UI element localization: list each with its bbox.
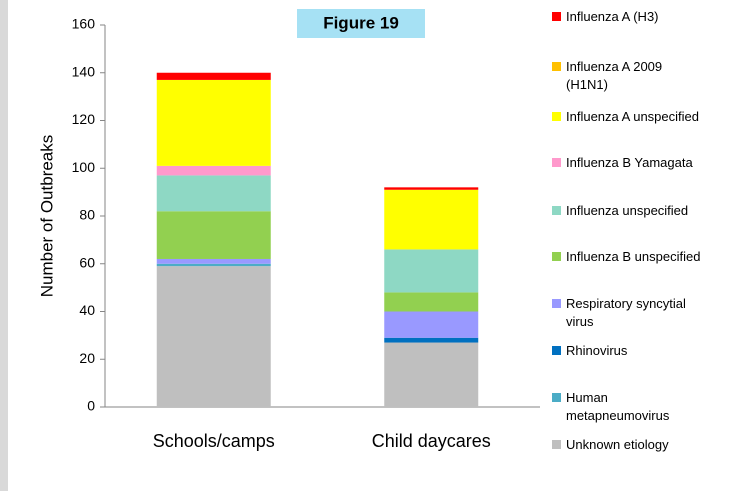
y-tick-label: 80 [79,207,95,223]
legend-swatch [552,62,561,71]
legend-swatch [552,440,561,449]
legend-entry: Influenza A 2009 (H1N1) [552,58,732,94]
legend-swatch [552,393,561,402]
legend-entry: Respiratory syncytial virus [552,295,732,331]
legend-label: Human metapneumovirus [566,390,670,423]
x-tick-label: Child daycares [372,431,491,451]
legend-label: Influenza A (H3) [566,9,659,24]
bar-segment [384,342,479,407]
legend-entry: Rhinovirus [552,342,732,360]
y-tick-label: 20 [79,350,95,366]
bar-segment [384,311,479,338]
legend-label: Influenza A unspecified [566,109,699,124]
legend-swatch [552,252,561,261]
y-tick-label: 160 [72,16,96,32]
bar-segment [156,79,271,166]
legend-entry: Influenza A (H3) [552,8,732,26]
legend-label: Influenza unspecified [566,203,689,218]
legend-label: Influenza B unspecified [566,249,701,264]
bar-segment [384,187,479,190]
legend-entry: Influenza unspecified [552,202,732,220]
bar-segment [384,189,479,250]
legend-label: Influenza A 2009 (H1N1) [566,59,663,92]
bar-segment [384,249,479,293]
legend-label: Influenza B Yamagata [566,155,693,170]
y-tick-label: 140 [72,63,96,79]
legend-entry: Influenza B unspecified [552,248,732,266]
legend-swatch [552,12,561,21]
x-tick-label: Schools/camps [153,431,275,451]
y-tick-label: 60 [79,254,95,270]
y-tick-label: 100 [72,159,96,175]
y-tick-label: 120 [72,111,96,127]
chart-title: Figure 19 [323,13,399,32]
y-tick-label: 40 [79,302,95,318]
legend-swatch [552,346,561,355]
y-axis-label: Number of Outbreaks [37,135,56,298]
bar-segment [156,263,271,267]
bar-segment [384,292,479,312]
bar-segment [384,337,479,343]
bar-segment [156,72,271,80]
legend-entry: Influenza B Yamagata [552,154,732,172]
title-box [297,9,425,38]
legend-entry: Influenza A unspecified [552,108,732,126]
bar-segment [156,175,271,212]
legend-swatch [552,206,561,215]
bar-segment [156,266,271,407]
legend-entry: Human metapneumovirus [552,389,732,425]
legend-label: Unknown etiology [566,437,669,452]
legend-entry: Unknown etiology [552,436,732,454]
y-tick-label: 0 [87,398,95,414]
side-strip [0,0,8,491]
bar-segment [156,165,271,176]
bar-segment [156,211,271,259]
legend-swatch [552,158,561,167]
legend-label: Respiratory syncytial virus [566,296,686,329]
legend-swatch [552,112,561,121]
legend-swatch [552,299,561,308]
bar-segment [156,258,271,264]
legend-label: Rhinovirus [566,343,628,358]
